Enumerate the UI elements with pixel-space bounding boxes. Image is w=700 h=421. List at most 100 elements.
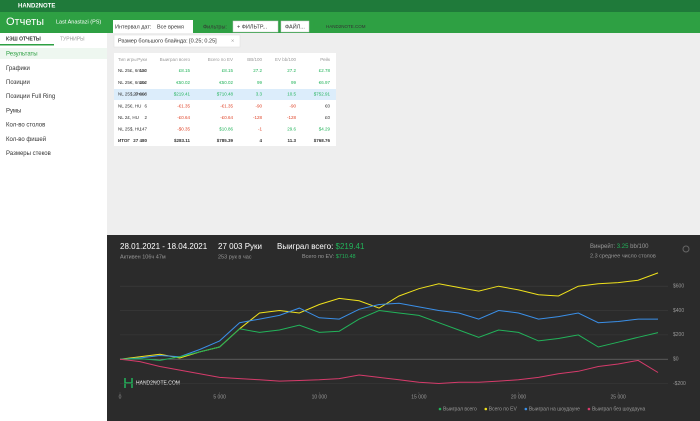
table-cell: €6.97 bbox=[319, 80, 331, 85]
brand: HAND2NOTE bbox=[18, 4, 55, 10]
logo bbox=[313, 22, 323, 32]
y-tick-label: $600 bbox=[673, 284, 684, 290]
filter-button-bg[interactable] bbox=[232, 20, 279, 33]
table-cell: $710.48 bbox=[217, 92, 234, 97]
chart-panel bbox=[107, 235, 700, 421]
sidebar-item[interactable]: Результаты bbox=[6, 52, 38, 58]
sidebar-item[interactable]: Кол-во фишей bbox=[6, 136, 46, 143]
table-cell: -128 bbox=[253, 115, 263, 120]
legend-dot bbox=[438, 407, 442, 411]
settings-icon[interactable] bbox=[682, 245, 690, 253]
table-cell: EV bb/100 bbox=[275, 57, 297, 62]
won: $219.41 bbox=[336, 242, 365, 251]
table-cell: 202 bbox=[139, 80, 147, 85]
table-cell: -128 bbox=[287, 115, 297, 120]
legend-label: Всего по EV bbox=[489, 406, 518, 412]
tables-stat: 2.3 среднее число столов bbox=[590, 253, 656, 259]
x-tick-label: 10 000 bbox=[312, 394, 328, 400]
table-cell: NL 25€, 6max bbox=[118, 80, 147, 85]
x-tick-label: 20 000 bbox=[511, 394, 527, 400]
ev-stat: Всего по EV: $710.48 bbox=[302, 254, 356, 260]
filters-label: Фильтры: bbox=[203, 24, 227, 30]
table-cell: 27.2 bbox=[287, 68, 296, 73]
date-label: Интервал дат: bbox=[115, 24, 152, 30]
filter-chip: Размер большого блайнда: [0.25; 0.25] bbox=[118, 37, 217, 44]
winrate-stat: Винрейт: 3.25 bb/100 bbox=[590, 243, 649, 250]
table-cell: £8.15 bbox=[179, 68, 191, 73]
table-cell: $4.29 bbox=[319, 127, 331, 132]
won-label: Выиграл всего: bbox=[277, 242, 333, 251]
sidebar-item[interactable]: Размеры стеков bbox=[6, 151, 51, 157]
table-cell: €50.02 bbox=[219, 80, 233, 85]
table-cell: NL 2£, HU bbox=[118, 115, 139, 120]
table-cell: £0 bbox=[325, 115, 331, 120]
filter-button[interactable]: + ФИЛЬТР... bbox=[237, 24, 268, 30]
table-cell: 27 480 bbox=[133, 138, 147, 143]
table-cell: 99 bbox=[291, 80, 297, 85]
x-tick-label: 25 000 bbox=[611, 394, 627, 400]
table-cell: -£0.64 bbox=[220, 115, 233, 120]
table-cell: -$0.35 bbox=[177, 127, 190, 132]
table-cell: Выиграл всего bbox=[160, 57, 191, 62]
user[interactable]: Last Anastazi (PS) bbox=[56, 19, 101, 25]
table-cell: Всего по EV bbox=[208, 57, 233, 62]
table-cell: $752.91 bbox=[314, 92, 331, 97]
tab-indicator bbox=[0, 44, 54, 46]
table-cell: $768.76 bbox=[314, 138, 331, 143]
table-cell: £8.15 bbox=[222, 68, 234, 73]
chip-close[interactable]: × bbox=[231, 38, 234, 44]
sidebar-item[interactable]: Графики bbox=[6, 66, 30, 72]
table-cell: 4 bbox=[259, 138, 262, 143]
table-cell: -90 bbox=[255, 103, 262, 108]
table-cell: Тип игры bbox=[118, 57, 137, 62]
table-cell: 10.5 bbox=[287, 92, 296, 97]
table-cell: 2 bbox=[144, 115, 147, 120]
table-cell: -€1.35 bbox=[220, 103, 233, 108]
tab[interactable]: КЭШ ОТЧЕТЫ bbox=[6, 36, 41, 42]
header bbox=[0, 12, 700, 33]
title-bar bbox=[0, 0, 700, 12]
sidebar-item[interactable]: Кол-во столов bbox=[6, 123, 45, 129]
sidebar-item[interactable]: Румы bbox=[6, 108, 21, 114]
sidebar-item[interactable]: Позиции bbox=[6, 80, 30, 86]
table-cell: $219.41 bbox=[174, 92, 191, 97]
series-line bbox=[119, 309, 659, 361]
table-cell: -€1.35 bbox=[177, 103, 190, 108]
date-value[interactable]: Все время bbox=[157, 24, 184, 30]
table-cell: ИТОГ bbox=[118, 138, 130, 143]
table-cell: Рейк bbox=[320, 56, 330, 62]
tab[interactable]: ТУРНИРЫ bbox=[60, 36, 85, 42]
table-cell: NL 25£, 6max bbox=[118, 68, 147, 73]
table-cell: 27 003 bbox=[133, 92, 147, 97]
table-cell: 27.2 bbox=[253, 68, 262, 73]
table-cell: 147 bbox=[139, 127, 147, 132]
table-cell: €50.02 bbox=[176, 80, 190, 85]
file-button[interactable]: ФАЙЛ... bbox=[285, 22, 305, 30]
hands: 27 003 Руки bbox=[218, 242, 262, 251]
ev: $710.48 bbox=[336, 254, 356, 260]
table-cell: 6 bbox=[144, 103, 147, 108]
table-cell: 99 bbox=[257, 80, 263, 85]
table-cell: 29.6 bbox=[287, 127, 296, 132]
table-cell: $283.11 bbox=[174, 138, 191, 143]
table-cell: $785.39 bbox=[217, 138, 234, 143]
y-tick-label: $400 bbox=[673, 308, 684, 314]
legend-dot bbox=[587, 407, 591, 411]
sidebar-item[interactable]: Позиции Full Ring bbox=[6, 94, 55, 100]
file-button-bg[interactable] bbox=[280, 20, 310, 33]
table-cell: NL 25€, HU bbox=[118, 103, 141, 108]
winrate-label: Винрейт: bbox=[590, 243, 615, 250]
watermark-logo bbox=[124, 378, 133, 388]
x-tick-label: 0 bbox=[119, 394, 122, 400]
x-tick-label: 5 000 bbox=[213, 394, 226, 400]
y-tick-label: -$200 bbox=[673, 381, 686, 387]
table-cell: £2.78 bbox=[319, 68, 331, 73]
period: 28.01.2021 - 18.04.2021 bbox=[120, 242, 208, 251]
table-cell: 11.3 bbox=[287, 138, 296, 143]
legend-dot bbox=[484, 407, 488, 411]
row-highlight bbox=[114, 89, 336, 100]
winrate: 3.25 bbox=[617, 244, 629, 250]
site-link[interactable]: HAND2NOTE.COM bbox=[326, 24, 366, 29]
toolbar-bg bbox=[113, 20, 193, 33]
